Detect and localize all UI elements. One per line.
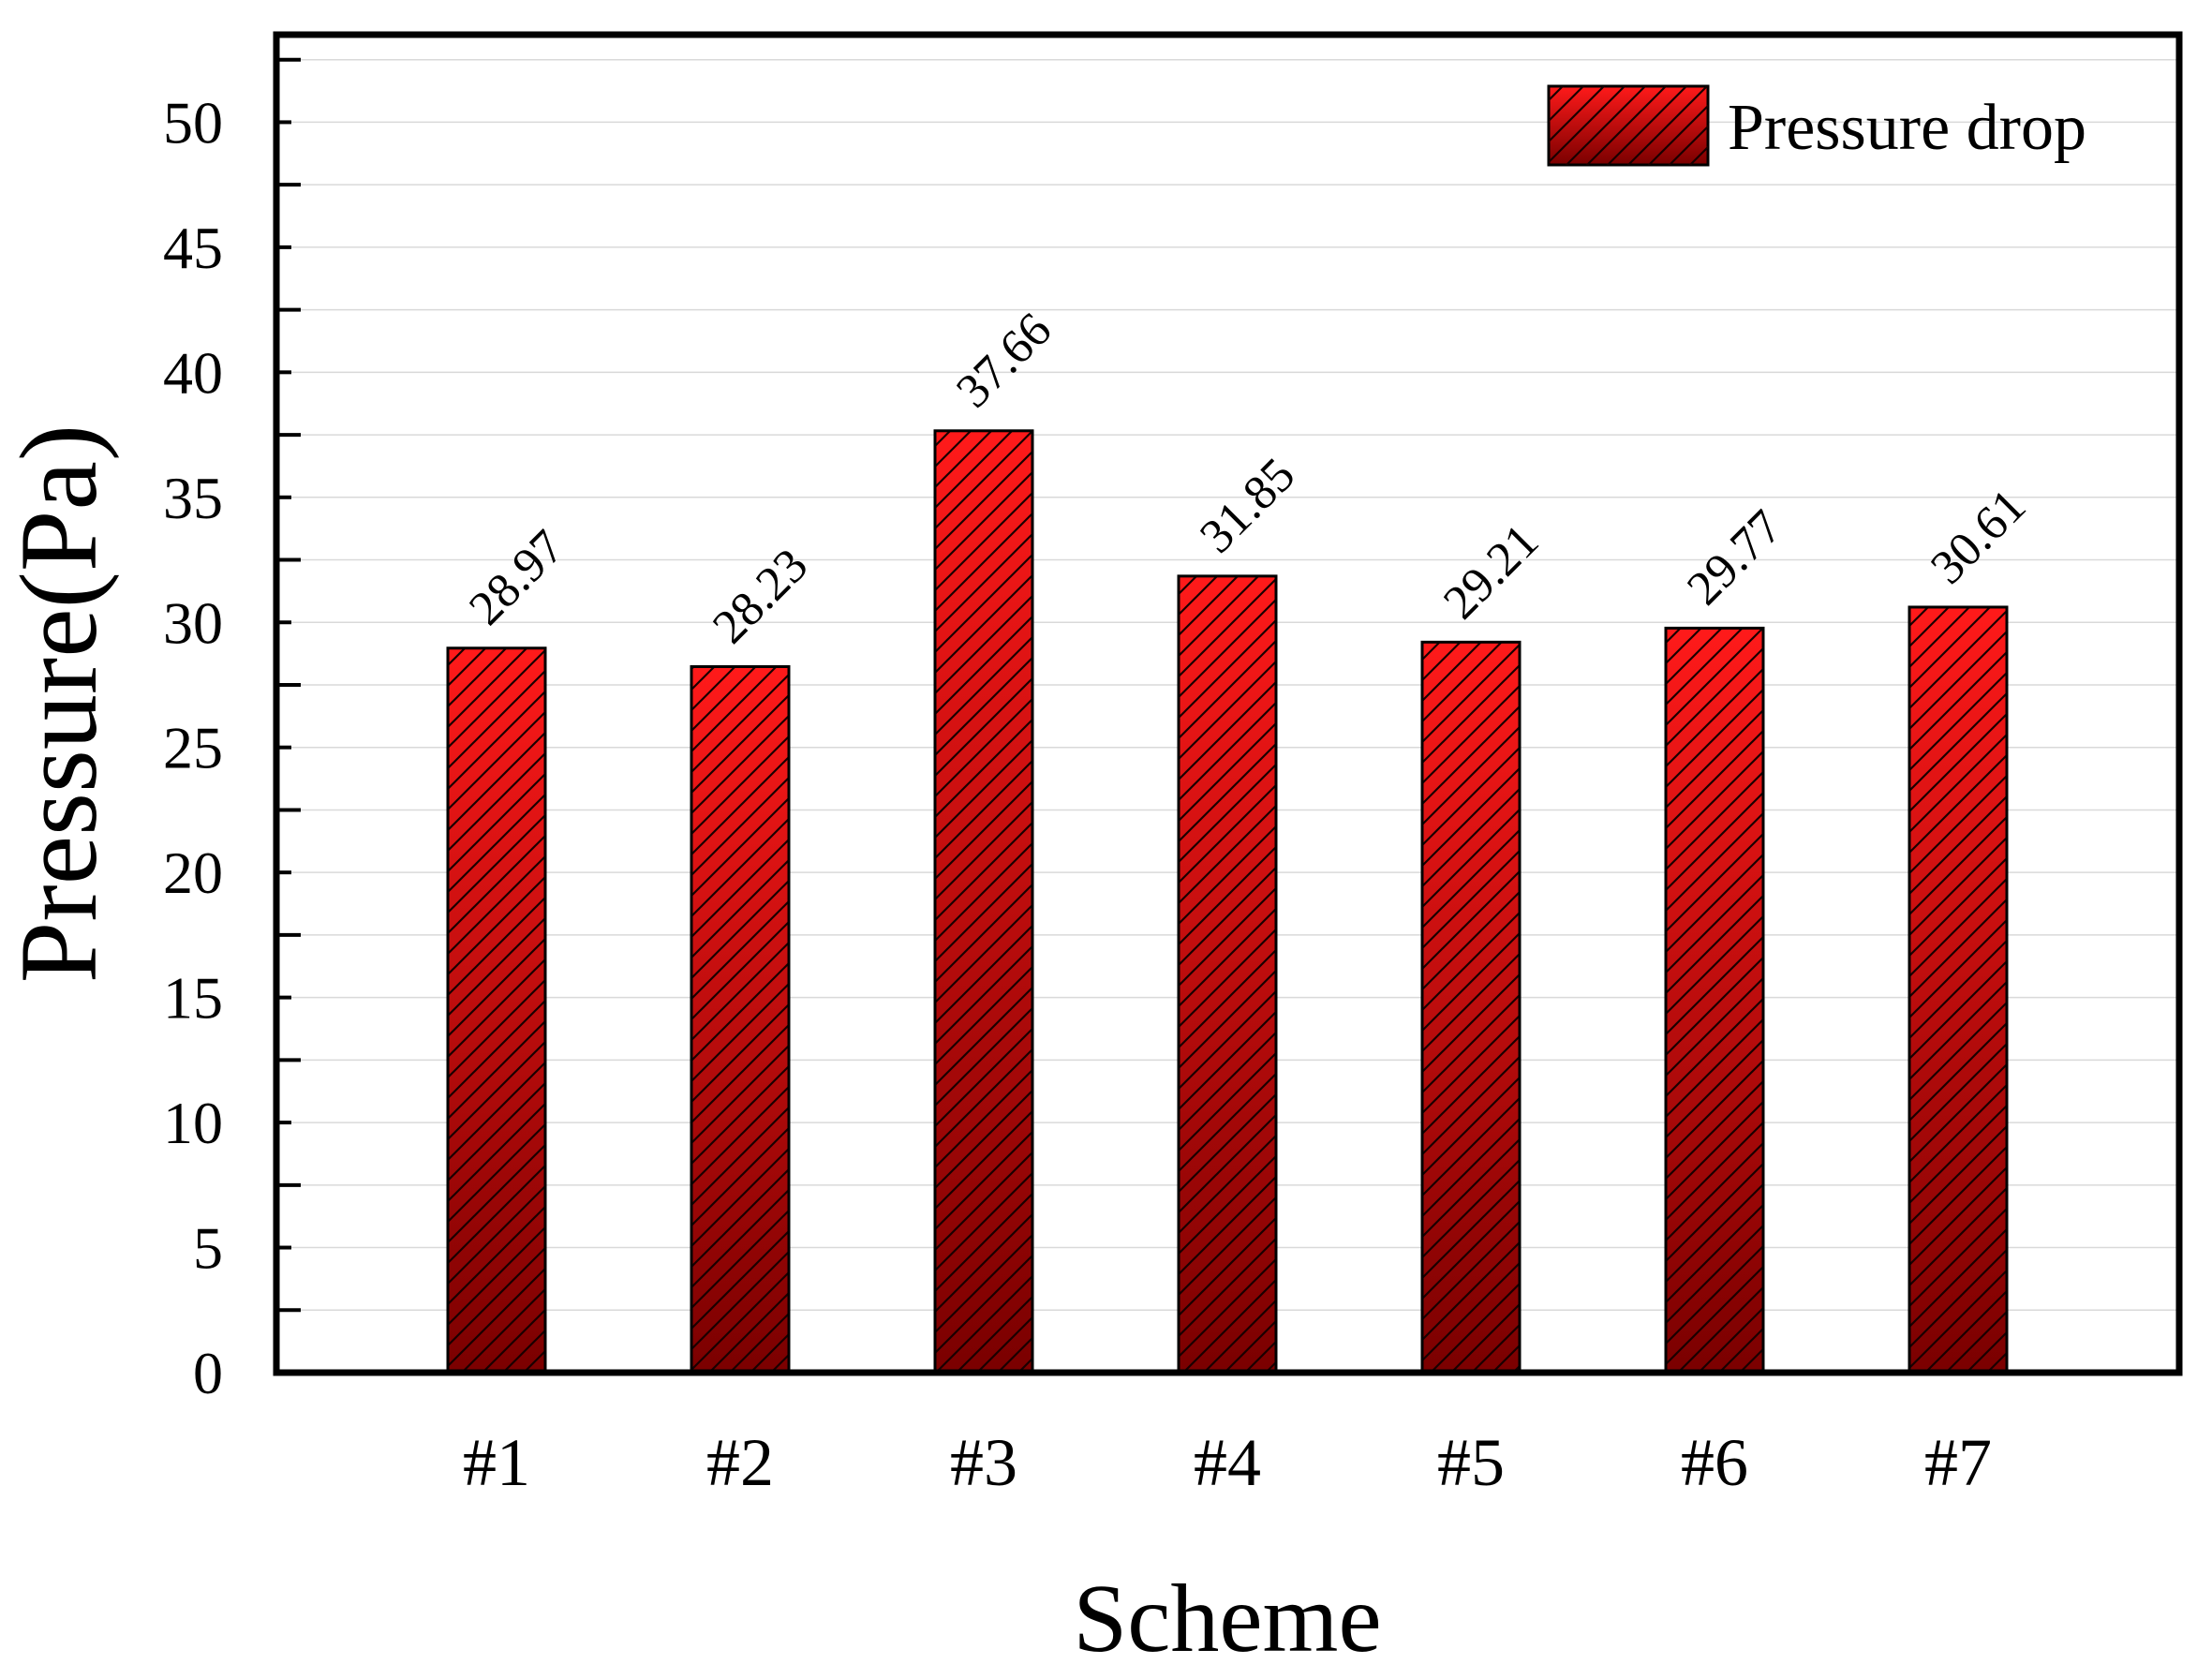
- x-tick-label: #2: [706, 1425, 774, 1500]
- plot-frame: [273, 31, 2183, 1376]
- y-tick-label: 35: [163, 465, 223, 531]
- bar-hatch-2: [690, 664, 791, 1374]
- bars: [446, 429, 2009, 1374]
- data-label-3: 37.66: [946, 303, 1061, 418]
- y-tick-label: 15: [163, 965, 223, 1032]
- x-axis-title: Scheme: [1073, 1565, 1381, 1672]
- x-tick-label: #1: [463, 1425, 530, 1500]
- x-axis: #1 #2 #3 #4 #5 #6 #7: [463, 1425, 1992, 1500]
- y-tick-label: 0: [193, 1340, 223, 1406]
- x-tick-label: #5: [1437, 1425, 1505, 1500]
- y-tick-label: 40: [163, 339, 223, 406]
- bar-hatch-4: [1177, 574, 1278, 1374]
- x-tick-label: #3: [950, 1425, 1017, 1500]
- data-label-2: 28.23: [703, 539, 818, 654]
- data-label-7: 30.61: [1921, 479, 2036, 594]
- bar-hatch-3: [933, 429, 1034, 1374]
- y-axis-title: Pressure(Pa): [0, 424, 120, 983]
- y-tick-label: 45: [163, 215, 223, 281]
- gridlines: [276, 58, 2179, 1312]
- legend-swatch-hatch: [1549, 86, 1708, 165]
- data-label-6: 29.77: [1677, 500, 1792, 616]
- data-label-4: 31.85: [1190, 448, 1305, 563]
- bar-hatch-5: [1420, 640, 1522, 1374]
- y-tick-label: 30: [163, 589, 223, 656]
- bar-hatch-1: [446, 646, 547, 1374]
- y-tick-label: 50: [163, 89, 223, 156]
- y-tick-label: 5: [193, 1215, 223, 1282]
- bar-hatch-6: [1664, 626, 1765, 1374]
- x-tick-label: #4: [1194, 1425, 1261, 1500]
- y-tick-label: 20: [163, 840, 223, 906]
- y-axis: 0 5 10 15 20 25 30 35 40 45 50: [163, 57, 301, 1406]
- legend-label: Pressure drop: [1728, 92, 2086, 164]
- y-tick-label: 10: [163, 1090, 223, 1156]
- data-label-5: 29.21: [1433, 514, 1549, 630]
- x-tick-label: #7: [1924, 1425, 1992, 1500]
- y-tick-label: 25: [163, 715, 223, 781]
- legend: Pressure drop: [1547, 84, 2086, 167]
- bar-hatch-7: [1908, 605, 2009, 1374]
- data-label-1: 28.97: [459, 520, 574, 635]
- x-tick-label: #6: [1681, 1425, 1748, 1500]
